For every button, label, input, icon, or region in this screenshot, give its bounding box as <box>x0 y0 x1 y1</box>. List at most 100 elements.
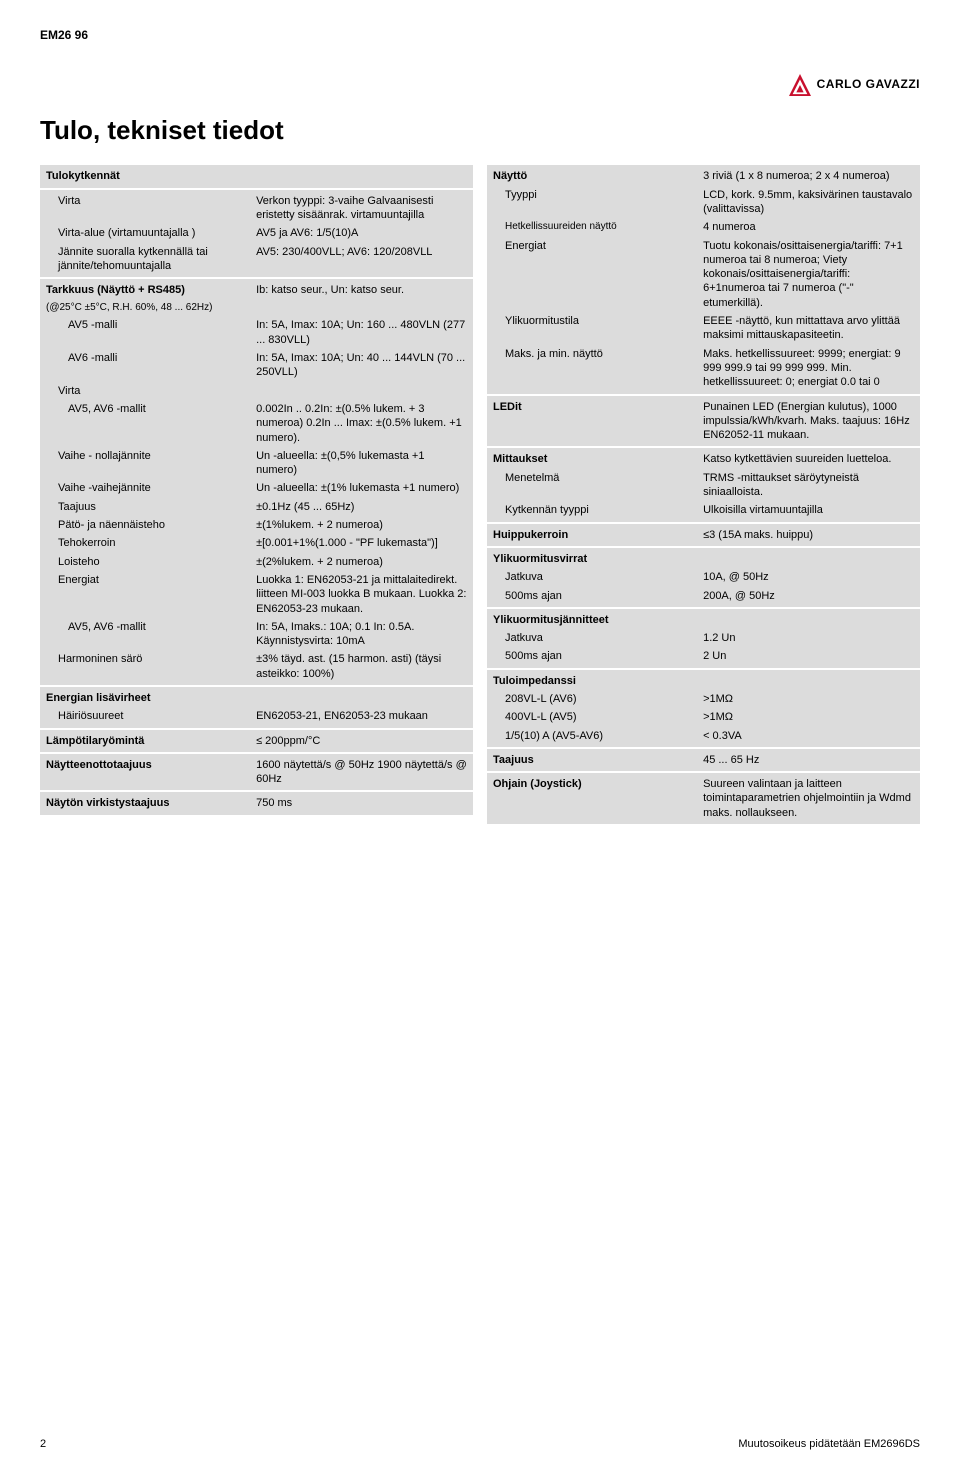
row-hetkellis: Hetkellissuureiden näyttö 4 numeroa <box>487 220 920 238</box>
label: Taajuus <box>493 753 695 767</box>
value: ±(2%lukem. + 2 numeroa) <box>256 555 467 569</box>
value: ±0.1Hz (45 ... 65Hz) <box>256 500 467 514</box>
row-menetelma: Menetelmä TRMS -mittaukset säröytyneistä… <box>487 471 920 504</box>
value: 45 ... 65 Hz <box>703 753 914 767</box>
label: Tyyppi <box>493 188 695 217</box>
label: AV5, AV6 -mallit <box>46 620 248 649</box>
left-header-tulokytkennat: Tulokytkennät <box>40 165 473 187</box>
value: Tuotu kokonais/osittaisenergia/tariffi: … <box>703 239 914 310</box>
value: >1MΩ <box>703 710 914 724</box>
value: 1600 näytettä/s @ 50Hz 1900 näytettä/s @… <box>256 758 467 787</box>
value: AV5: 230/400VLL; AV6: 120/208VLL <box>256 245 467 274</box>
value: In: 5A, Imax: 10A; Un: 160 ... 480VLN (2… <box>256 318 467 347</box>
value: >1MΩ <box>703 692 914 706</box>
label: Loisteho <box>46 555 248 569</box>
row-mittaukset: Mittaukset Katso kytkettävien suureiden … <box>487 448 920 470</box>
column-right: Näyttö 3 riviä (1 x 8 numeroa; 2 x 4 num… <box>487 165 920 826</box>
row-tuloimpedanssi: Tuloimpedanssi <box>487 670 920 692</box>
value: ±3% täyd. ast. (15 harmon. asti) (täysi … <box>256 652 467 681</box>
row-jatkuva1: Jatkuva 10A, @ 50Hz <box>487 570 920 588</box>
label: Tuloimpedanssi <box>493 674 914 688</box>
label: 1/5(10) A (AV5-AV6) <box>493 729 695 743</box>
label: Ohjain (Joystick) <box>493 777 695 820</box>
doc-id: EM26 96 <box>40 28 920 44</box>
row-maks-min: Maks. ja min. näyttö Maks. hetkellissuur… <box>487 347 920 394</box>
label: Vaihe - nollajännite <box>46 449 248 478</box>
label: AV6 -malli <box>46 351 248 380</box>
row-virta2: Virta <box>40 384 473 402</box>
label: 500ms ajan <box>493 589 695 603</box>
label: (@25°C ±5°C, R.H. 60%, 48 ... 62Hz) <box>46 301 467 314</box>
label: Pätö- ja näennäisteho <box>46 518 248 532</box>
value: 200A, @ 50Hz <box>703 589 914 603</box>
value: Ib: katso seur., Un: katso seur. <box>256 283 467 297</box>
value: Maks. hetkellissuureet: 9999; energiat: … <box>703 347 914 390</box>
row-huippukerroin: Huippukerroin ≤3 (15A maks. huippu) <box>487 524 920 546</box>
row-taajuus2: Taajuus 45 ... 65 Hz <box>487 749 920 771</box>
value: Suureen valintaan ja laitteen toimintapa… <box>703 777 914 820</box>
row-av6: AV6 -malli In: 5A, Imax: 10A; Un: 40 ...… <box>40 351 473 384</box>
logo-icon <box>789 74 811 96</box>
value: In: 5A, Imax: 10A; Un: 40 ... 144VLN (70… <box>256 351 467 380</box>
row-vaihe-nolla: Vaihe - nollajännite Un -alueella: ±(0,5… <box>40 449 473 482</box>
row-virkistys: Näytön virkistystaajuus 750 ms <box>40 792 473 814</box>
label: Taajuus <box>46 500 248 514</box>
value: Un -alueella: ±(1% lukemasta +1 numero) <box>256 481 467 495</box>
value: Luokka 1: EN62053-21 ja mittalaitedirekt… <box>256 573 467 616</box>
label: Virta-alue (virtamuuntajalla ) <box>46 226 248 240</box>
content-columns: Tulokytkennät Virta Verkon tyyppi: 3-vai… <box>40 165 920 826</box>
page-title: Tulo, tekniset tiedot <box>40 114 920 148</box>
row-virta: Virta Verkon tyyppi: 3-vaihe Galvaanises… <box>40 190 473 227</box>
row-energiat2: Energiat Tuotu kokonais/osittaisenergia/… <box>487 239 920 314</box>
value: ≤ 200ppm/°C <box>256 734 467 748</box>
row-tarkkuus: Tarkkuus (Näyttö + RS485) Ib: katso seur… <box>40 279 473 301</box>
brand-logo: CARLO GAVAZZI <box>789 74 920 96</box>
label: Energiat <box>493 239 695 310</box>
label: Maks. ja min. näyttö <box>493 347 695 390</box>
row-naytto: Näyttö 3 riviä (1 x 8 numeroa; 2 x 4 num… <box>487 165 920 187</box>
row-1510a: 1/5(10) A (AV5-AV6) < 0.3VA <box>487 729 920 747</box>
label: Ylikuormitusjännitteet <box>493 613 914 627</box>
value: 3 riviä (1 x 8 numeroa; 2 x 4 numeroa) <box>703 169 914 183</box>
row-500ms2: 500ms ajan 2 Un <box>487 649 920 667</box>
row-vaihe-vaihe: Vaihe -vaihejännite Un -alueella: ±(1% l… <box>40 481 473 499</box>
row-tehokerroin: Tehokerroin ±[0.001+1%(1.000 - "PF lukem… <box>40 536 473 554</box>
row-av5av6: AV5, AV6 -mallit 0.002In .. 0.2In: ±(0.5… <box>40 402 473 449</box>
label: Hetkellissuureiden näyttö <box>493 220 695 234</box>
label: Tulokytkennät <box>46 169 467 183</box>
row-400vll: 400VL-L (AV5) >1MΩ <box>487 710 920 728</box>
page-footer: 2 Muutosoikeus pidätetään EM2696DS <box>40 1437 920 1451</box>
row-jannite: Jännite suoralla kytkennällä tai jännite… <box>40 245 473 278</box>
value: ±[0.001+1%(1.000 - "PF lukemasta")] <box>256 536 467 550</box>
row-taajuus: Taajuus ±0.1Hz (45 ... 65Hz) <box>40 500 473 518</box>
row-ledit: LEDit Punainen LED (Energian kulutus), 1… <box>487 396 920 447</box>
row-ohjain: Ohjain (Joystick) Suureen valintaan ja l… <box>487 773 920 824</box>
row-av5av6-b: AV5, AV6 -mallit In: 5A, Imaks.: 10A; 0.… <box>40 620 473 653</box>
label: Energiat <box>46 573 248 616</box>
row-kytkennan-tyyppi: Kytkennän tyyppi Ulkoisilla virtamuuntaj… <box>487 503 920 521</box>
row-tyyppi: Tyyppi LCD, kork. 9.5mm, kaksivärinen ta… <box>487 188 920 221</box>
value: < 0.3VA <box>703 729 914 743</box>
row-208vll: 208VL-L (AV6) >1MΩ <box>487 692 920 710</box>
footer-right: Muutosoikeus pidätetään EM2696DS <box>738 1437 920 1451</box>
label: Harmoninen särö <box>46 652 248 681</box>
label: Ylikuormitustila <box>493 314 695 343</box>
page-number: 2 <box>40 1437 46 1451</box>
label: Energian lisävirheet <box>46 691 467 705</box>
row-pato: Pätö- ja näennäisteho ±(1%lukem. + 2 num… <box>40 518 473 536</box>
value: EN62053-21, EN62053-23 mukaan <box>256 709 467 723</box>
logo-text: CARLO GAVAZZI <box>817 77 920 93</box>
row-ylikuormitusvirrat: Ylikuormitusvirrat <box>487 548 920 570</box>
value: Katso kytkettävien suureiden luetteloa. <box>703 452 914 466</box>
row-hairiosuureet: Häiriösuureet EN62053-21, EN62053-23 muk… <box>40 709 473 727</box>
row-virta-alue: Virta-alue (virtamuuntajalla ) AV5 ja AV… <box>40 226 473 244</box>
label: Kytkennän tyyppi <box>493 503 695 517</box>
value: TRMS -mittaukset säröytyneistä siniaallo… <box>703 471 914 500</box>
row-ylikuormitustila: Ylikuormitustila EEEE -näyttö, kun mitta… <box>487 314 920 347</box>
label: Näytön virkistystaajuus <box>46 796 248 810</box>
label: Näytteenottotaajuus <box>46 758 248 787</box>
column-left: Tulokytkennät Virta Verkon tyyppi: 3-vai… <box>40 165 473 826</box>
row-harmoninen: Harmoninen särö ±3% täyd. ast. (15 harmo… <box>40 652 473 685</box>
row-energian-lisavirheet: Energian lisävirheet <box>40 687 473 709</box>
label: 400VL-L (AV5) <box>493 710 695 724</box>
